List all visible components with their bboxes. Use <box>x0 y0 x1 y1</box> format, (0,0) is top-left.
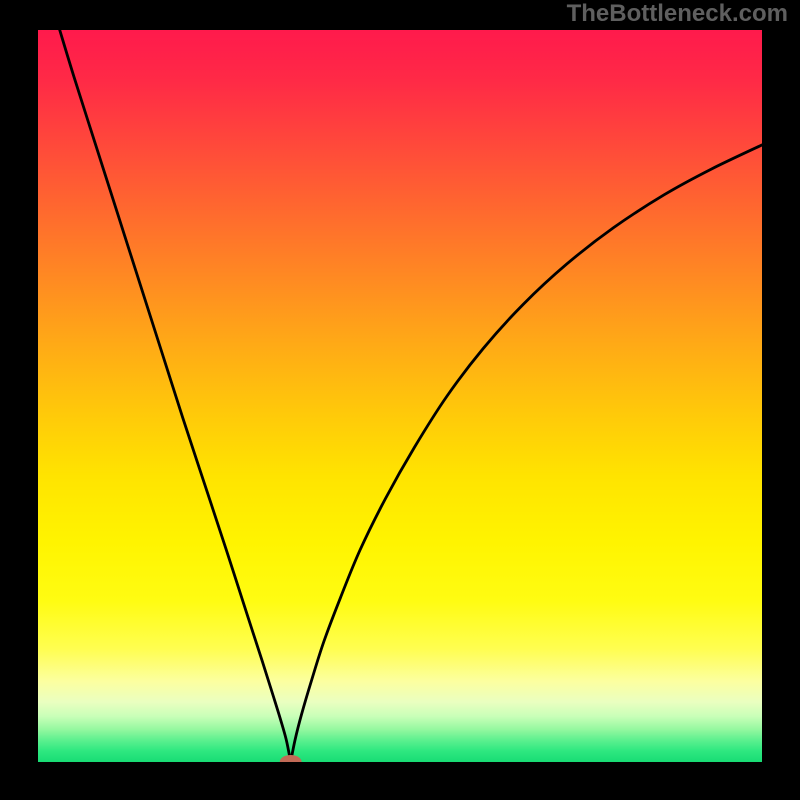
chart-frame: TheBottleneck.com <box>0 0 800 800</box>
chart-svg <box>38 30 762 762</box>
chart-background <box>38 30 762 762</box>
watermark-label: TheBottleneck.com <box>567 0 788 28</box>
plot-area <box>38 30 762 762</box>
